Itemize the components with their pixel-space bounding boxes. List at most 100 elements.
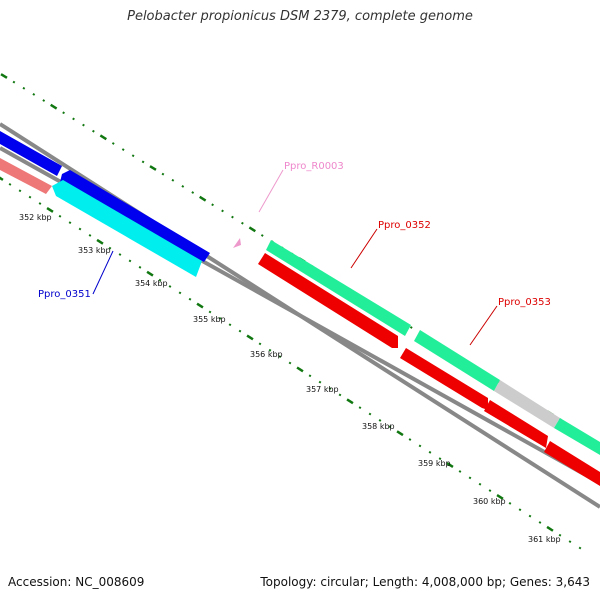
tick-mark [12, 80, 16, 84]
tick-mark [478, 482, 482, 486]
tick-mark [196, 302, 204, 309]
gene-salmon[interactable] [0, 158, 52, 194]
gene-cyan[interactable] [52, 180, 202, 277]
tick-mark [508, 501, 512, 505]
tick-mark [211, 203, 214, 207]
gene-red-3[interactable] [484, 400, 548, 448]
tick-mark [418, 444, 422, 448]
tick-mark [168, 285, 172, 288]
gene-seagreen-2[interactable] [414, 330, 500, 391]
tick-mark [146, 270, 154, 277]
tick-mark [128, 259, 132, 263]
tick-mark [18, 189, 22, 193]
tick-mark [78, 227, 82, 231]
tick-mark [578, 546, 582, 550]
gene-label[interactable]: Ppro_0352 [378, 220, 431, 231]
tick-mark [149, 165, 157, 171]
tick-mark [278, 355, 282, 359]
tick-label: 357 kbp [306, 385, 339, 394]
tick-mark [346, 398, 354, 405]
tick-mark [131, 154, 135, 158]
genome-summary-text: Topology: circular; Length: 4,008,000 bp… [260, 575, 590, 589]
tick-mark [546, 525, 554, 532]
tick-mark [32, 93, 36, 96]
tick-mark [96, 238, 104, 245]
gene-blue-1[interactable] [0, 131, 62, 176]
tick-mark [0, 176, 4, 181]
tick-mark [141, 160, 145, 164]
tick-mark [221, 209, 224, 213]
tick-mark [488, 489, 492, 492]
tick-mark [458, 470, 462, 473]
tick-mark [0, 73, 8, 79]
tick-mark [446, 462, 454, 469]
tick-label: 359 kbp [418, 459, 451, 468]
gene-red-4[interactable] [544, 441, 600, 486]
tick-labels: 352 kbp 353 kbp 354 kbp 355 kbp 356 kbp … [19, 213, 561, 544]
tick-mark [161, 172, 165, 176]
tick-mark [62, 111, 65, 115]
tick-label: 353 kbp [78, 246, 111, 255]
gene-blue-2[interactable] [60, 170, 210, 262]
gene-label[interactable]: Ppro_0351 [38, 289, 91, 300]
tick-mark [268, 348, 272, 352]
tick-label: 360 kbp [473, 497, 506, 506]
tick-mark [68, 221, 72, 225]
tick-mark [158, 278, 162, 282]
tick-mark [358, 406, 362, 410]
tick-mark [208, 310, 212, 314]
tick-mark [228, 323, 232, 327]
tick-mark [188, 297, 192, 301]
tick-mark [396, 430, 404, 437]
gene-gray[interactable] [494, 380, 560, 428]
gene-seagreen-3[interactable] [554, 418, 600, 455]
tick-mark [121, 148, 125, 151]
tick-mark [528, 514, 532, 518]
tick-mark [558, 533, 562, 537]
tick-mark [88, 234, 92, 237]
tick-mark [258, 342, 262, 346]
tick-mark [409, 326, 413, 329]
tick-mark [46, 206, 54, 213]
tick-mark [181, 185, 185, 188]
gene-pink[interactable] [233, 238, 241, 248]
tick-label: 356 kbp [250, 350, 283, 359]
tick-mark [468, 476, 472, 480]
tick-label: 355 kbp [193, 315, 226, 324]
tick-mark [338, 393, 342, 397]
tick-mark [318, 380, 322, 384]
gene-leaders [92, 169, 498, 346]
tick-label: 354 kbp [135, 279, 168, 288]
tick-mark [246, 334, 254, 341]
tick-mark [118, 253, 122, 256]
tick-mark [518, 508, 522, 512]
tick-mark [388, 425, 392, 429]
tick-mark [92, 129, 95, 133]
tick-label: 352 kbp [19, 213, 52, 222]
tick-mark [99, 134, 107, 141]
tick-mark [260, 234, 264, 237]
tick-mark [428, 450, 432, 454]
tick-mark [218, 316, 222, 320]
accession-text: Accession: NC_008609 [8, 575, 145, 589]
tick-mark [28, 195, 32, 199]
gene-features [0, 131, 600, 486]
tick-label: 358 kbp [362, 422, 395, 431]
gene-seagreen-1[interactable] [266, 240, 411, 336]
gene-label[interactable]: Ppro_0353 [498, 297, 551, 308]
tick-mark [368, 412, 372, 416]
gene-red-1[interactable] [258, 253, 398, 348]
gene-label[interactable]: Ppro_R0003 [284, 161, 344, 172]
tick-mark [288, 361, 292, 365]
tick-mark [496, 494, 504, 500]
tick-mark [138, 265, 142, 269]
tick-mark [308, 374, 312, 378]
tick-mark [199, 195, 207, 202]
tick-mark [178, 291, 182, 295]
gene-red-2[interactable] [400, 348, 488, 410]
tick-mark [241, 221, 244, 225]
tick-mark [248, 226, 256, 233]
tick-mark [42, 99, 46, 102]
tick-mark [38, 202, 42, 205]
